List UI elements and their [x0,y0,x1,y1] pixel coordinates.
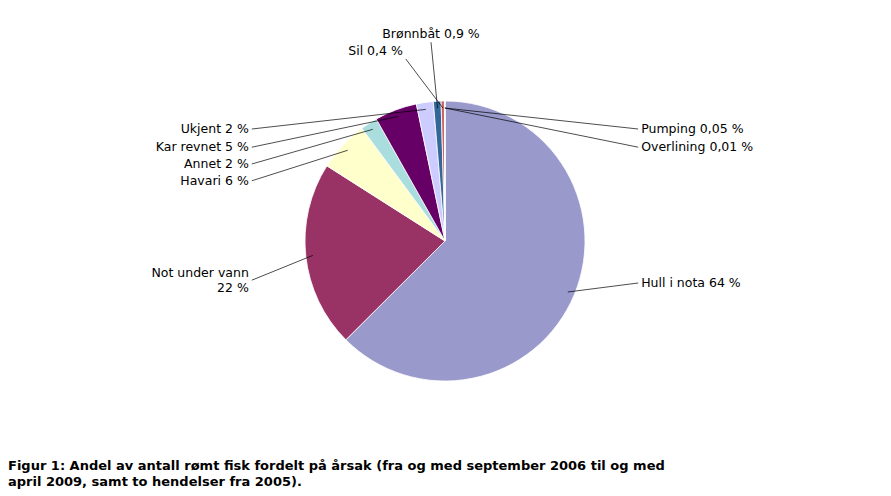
leader-line [445,108,638,147]
data-label: Not under vann22 % [151,264,248,294]
leader-line [252,109,426,129]
data-label: Brønnbåt 0,9 % [382,26,480,41]
data-label: Overlining 0,01 % [641,139,753,154]
pie-slice [433,101,445,241]
caption: Figur 1: Andel av antall rømt fisk forde… [8,458,665,489]
pie-slice [444,101,446,241]
data-label: Sil 0,4 % [348,43,403,58]
chart: Hull i nota 64 % Not under vann22 % Havari… [0,0,891,496]
leader-line [431,42,438,108]
leader-line [445,108,638,129]
data-label: Kar revnet 5 % [156,139,249,154]
leader-line [252,255,313,280]
data-label: Havari 6 % [180,172,249,187]
labels: Hull i nota 64 % Not under vann22 % Havari… [151,26,753,294]
pie-slice [444,101,445,241]
leader-line [252,117,398,148]
pie-slice [416,101,445,241]
leader-line [568,283,638,292]
pie-slice [441,101,445,241]
data-label: Hull i nota 64 % [641,275,741,290]
data-label: Ukjent 2 % [181,121,249,136]
data-label: Annet 2 % [184,156,249,171]
leader-line [252,150,348,181]
leader-line [406,59,443,108]
data-label: Pumping 0,05 % [641,121,743,136]
pie [305,101,585,381]
